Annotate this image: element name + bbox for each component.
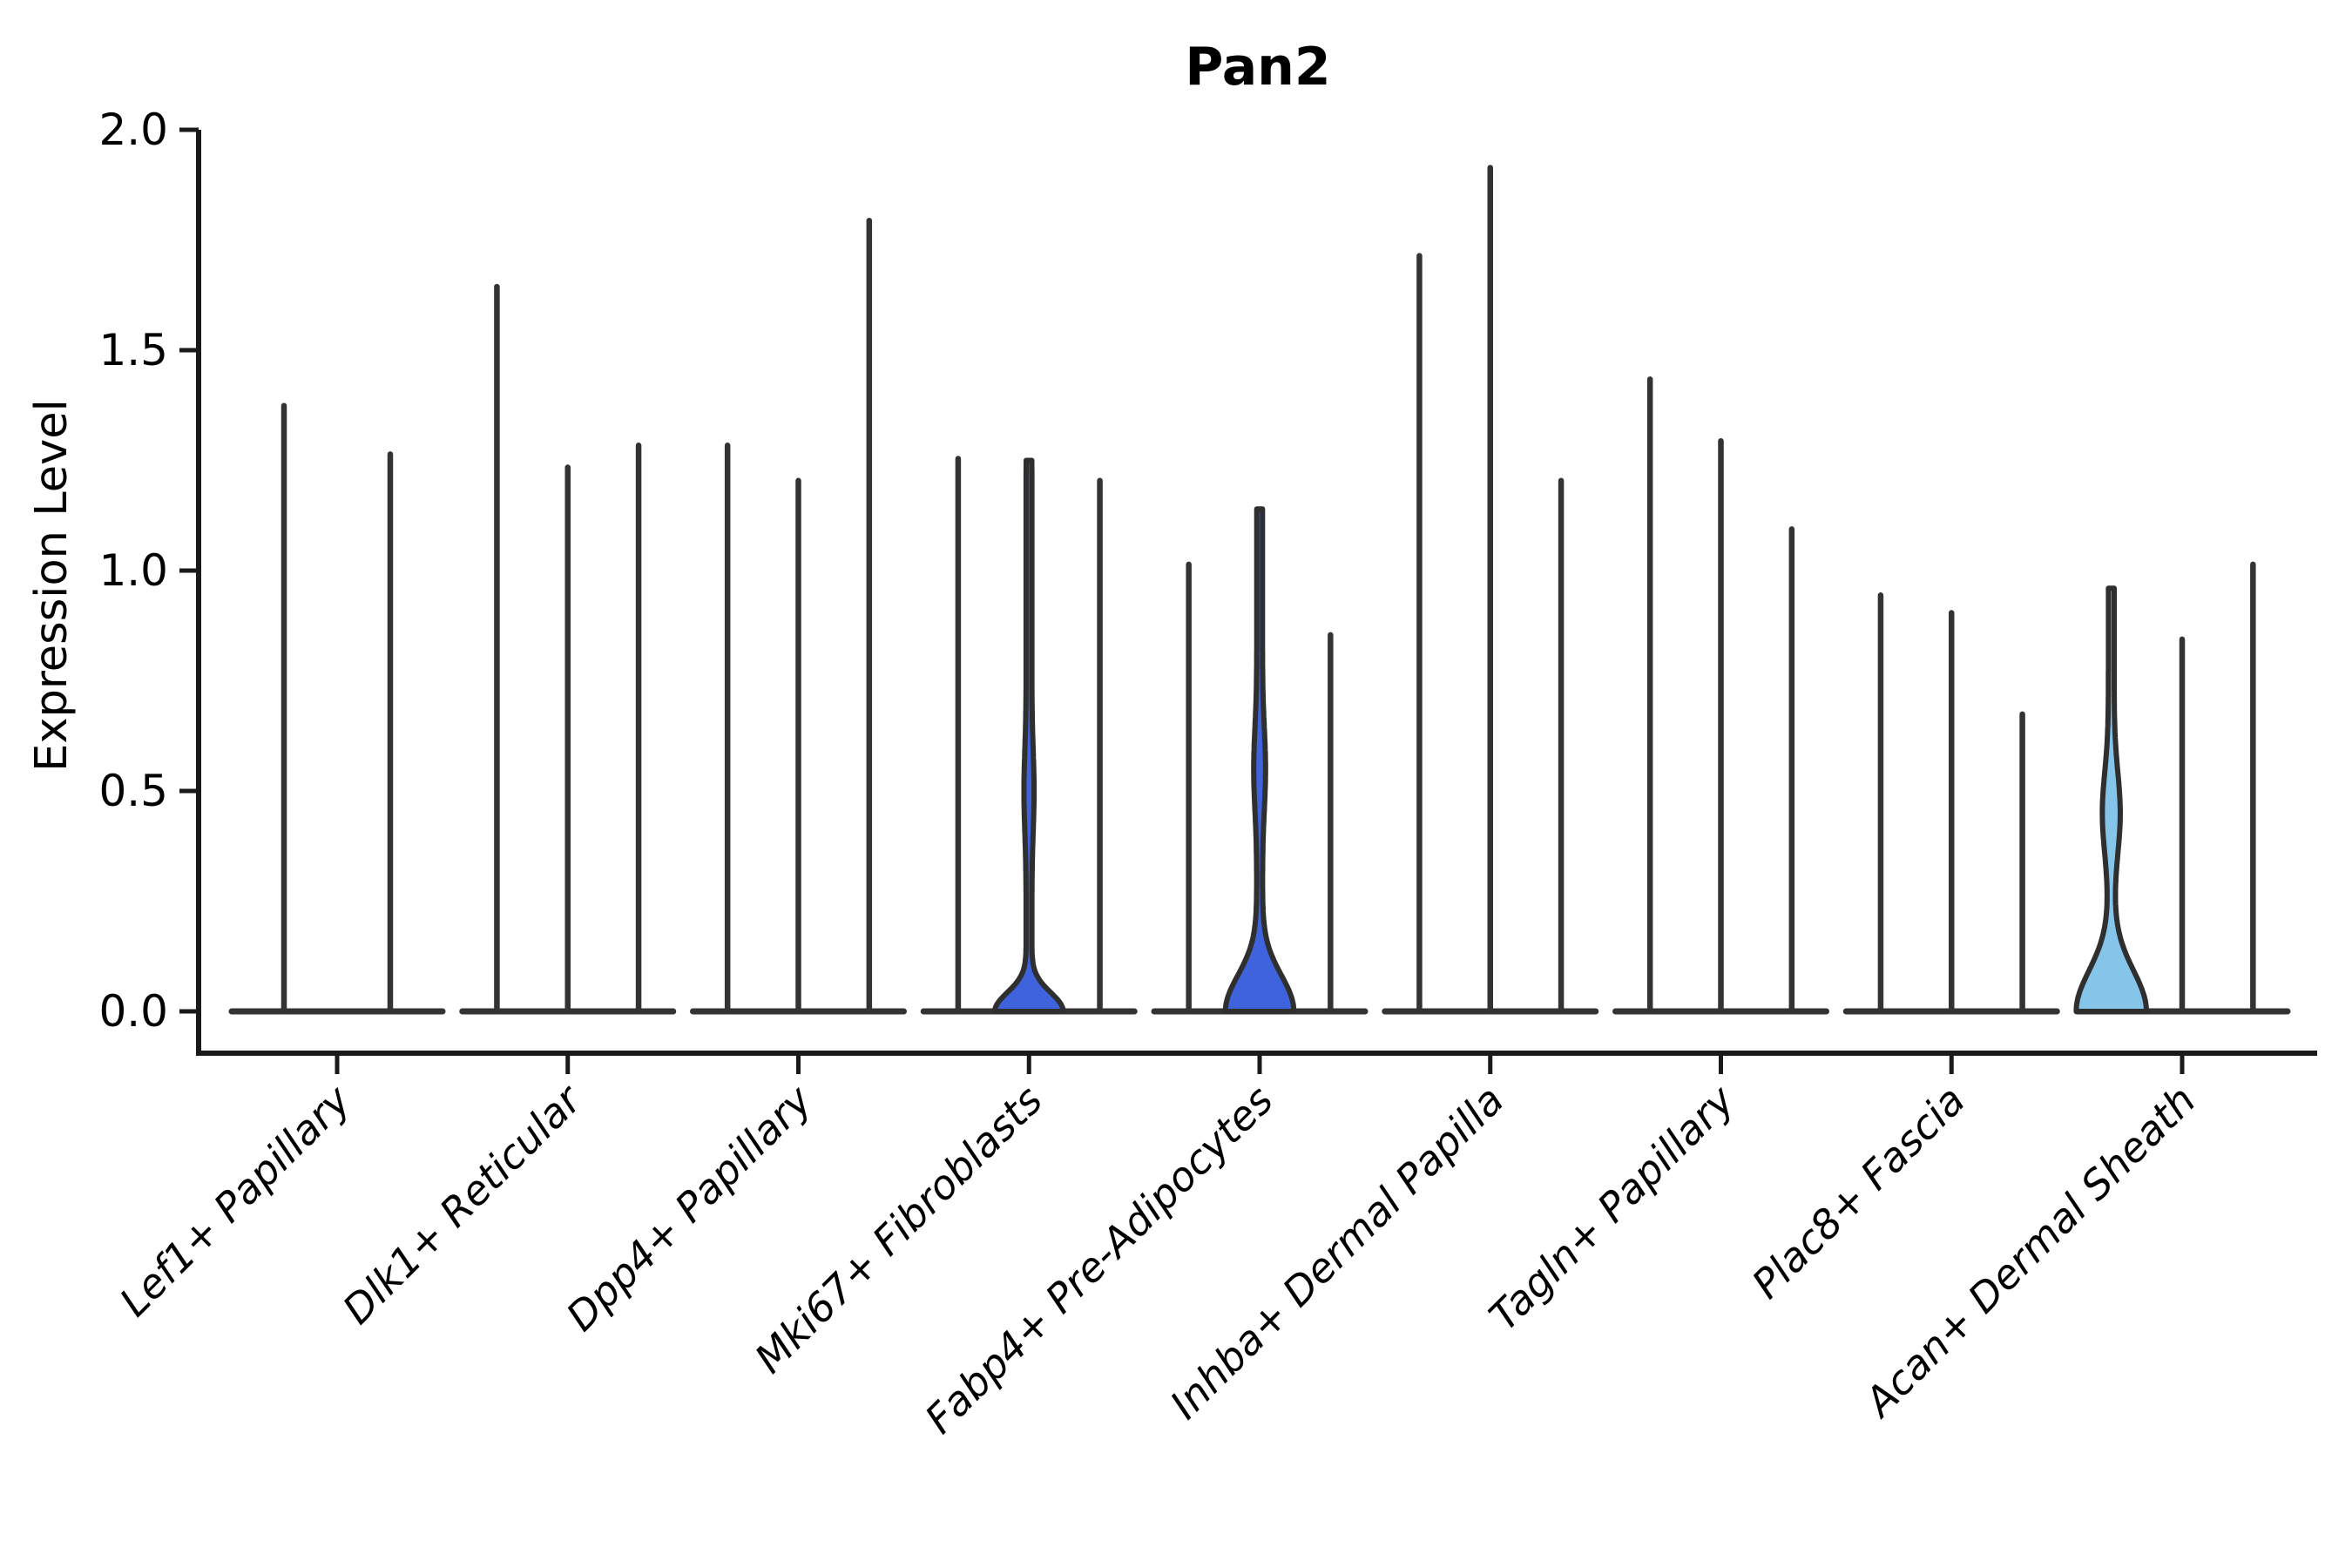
violin-body-sky bbox=[2073, 585, 2149, 1014]
y-tick-label: 1.5 bbox=[98, 325, 168, 375]
x-tick-label: Plac8+ Fascia bbox=[1743, 1077, 1974, 1308]
x-tick-label: Dlk1+ Reticular bbox=[334, 1074, 592, 1333]
axes bbox=[196, 130, 2317, 1056]
violin-body-blue bbox=[991, 457, 1066, 1014]
violin-bodies bbox=[228, 165, 2291, 1015]
x-tick-label: Tagln+ Papillary bbox=[1480, 1076, 1744, 1340]
y-tick-label: 0.5 bbox=[98, 766, 168, 816]
x-tick-label: Lef1+ Papillary bbox=[111, 1076, 360, 1325]
x-tick-label: Dpp4+ Papillary bbox=[558, 1076, 821, 1340]
y-tick-label: 1.0 bbox=[98, 545, 168, 596]
chart-title: Pan2 bbox=[1185, 37, 1330, 98]
y-tick-label: 2.0 bbox=[98, 105, 168, 155]
y-axis-ticks: 0.0 0.5 1.0 1.5 2.0 bbox=[98, 105, 199, 1037]
y-tick-label: 0.0 bbox=[98, 986, 168, 1037]
violin-body-blue bbox=[1222, 506, 1297, 1014]
y-axis-label: Expression Level bbox=[26, 399, 78, 772]
